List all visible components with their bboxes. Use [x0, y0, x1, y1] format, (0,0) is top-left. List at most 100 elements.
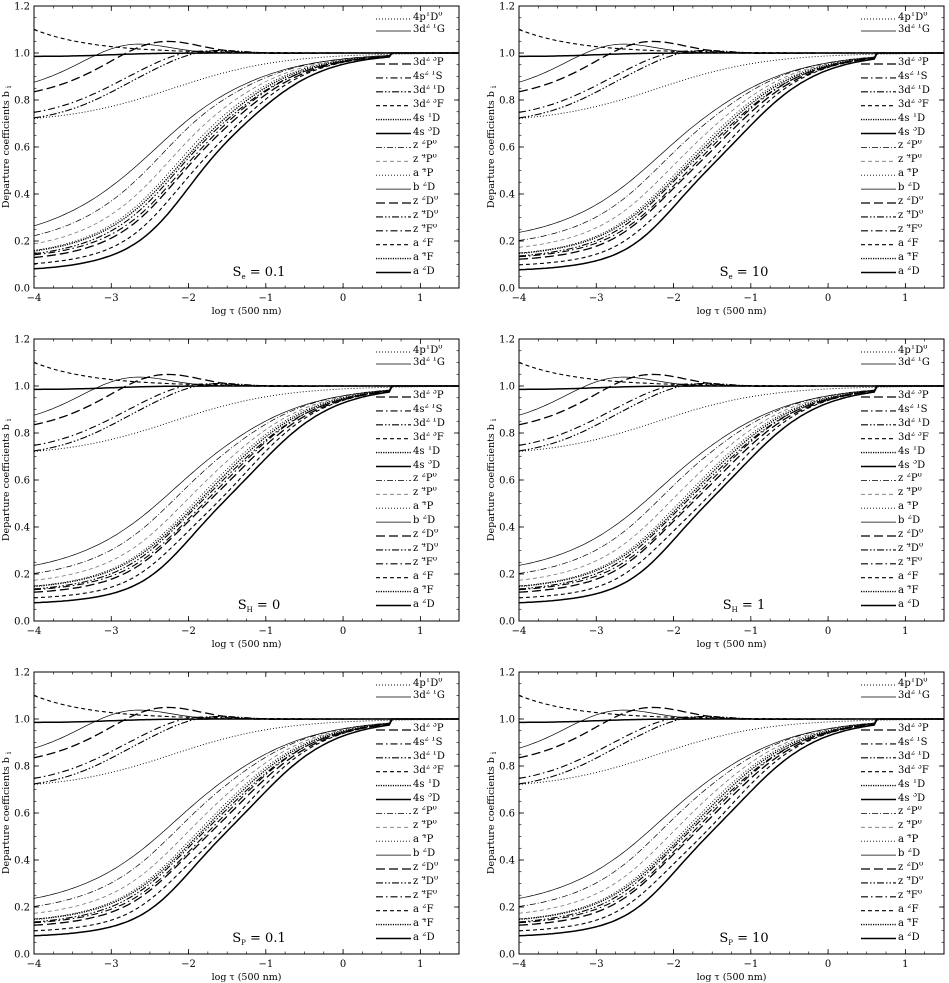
- series-line: [34, 385, 459, 588]
- series-line: [519, 706, 944, 759]
- plot-frame: [33, 5, 460, 289]
- y-tick-label: 0.0: [14, 617, 30, 628]
- legend-entry: a 2D: [898, 932, 920, 943]
- series-line: [519, 52, 944, 248]
- legend-entry: z 2Po: [898, 140, 922, 151]
- series-line: [519, 718, 944, 920]
- legend-entry: b 2D: [898, 182, 920, 193]
- series-line: [34, 385, 459, 599]
- y-tick-label: 1.2: [14, 2, 30, 13]
- y-axis-label: Departure coefficients b i: [1, 418, 13, 541]
- legend-entry: z 4Po: [413, 154, 437, 165]
- x-tick-label: −2: [181, 626, 196, 637]
- series-line: [519, 709, 944, 749]
- x-tick-label: −3: [104, 626, 119, 637]
- y-tick-label: 0.6: [14, 143, 30, 154]
- legend-entry: a 4F: [413, 918, 434, 929]
- legend-entry: 3d2 1G: [898, 357, 930, 368]
- legend-entry: a 2F: [898, 571, 919, 582]
- y-tick-label: 0.2: [14, 237, 30, 248]
- legend-entry: z 4Fo: [413, 890, 437, 901]
- series-line: [519, 52, 944, 257]
- panel-3: −4 −3 −2 −1 0 1 0.0 0.2 0.4 0.6 0.8 1.0 1.2 log τ (50…: [1, 335, 460, 650]
- x-tick-label: −4: [512, 959, 527, 970]
- series-line: [519, 718, 944, 724]
- series-line: [34, 52, 459, 265]
- series-line: [34, 385, 459, 574]
- legend-entry: z 2Do: [413, 196, 438, 207]
- y-tick-label: 1.0: [499, 715, 515, 726]
- series-group: [519, 28, 944, 271]
- series-line: [34, 52, 459, 119]
- legend-entry: 3d2 1D: [413, 418, 445, 429]
- x-tick-label: −2: [666, 959, 681, 970]
- y-tick-label: 0.2: [499, 903, 515, 914]
- legend-entry: 4s 3D: [898, 793, 925, 804]
- legend-entry: 4s 1D: [898, 113, 925, 124]
- legend-entry: 4p1Do: [413, 678, 442, 689]
- legend-entry: a 4P: [898, 168, 918, 179]
- legend-entry: 3d2 1D: [898, 85, 930, 96]
- series-line: [34, 718, 459, 926]
- x-tick-label: −4: [27, 626, 42, 637]
- series-line: [519, 385, 944, 599]
- y-axis-label: Departure coefficients b i: [486, 751, 498, 874]
- x-tick-label: −2: [666, 626, 681, 637]
- legend-entry: 3d2 1G: [413, 24, 445, 35]
- series-line: [519, 718, 944, 923]
- y-tick-label: 1.2: [499, 2, 515, 13]
- panel-6: −4 −3 −2 −1 0 1 0.0 0.2 0.4 0.6 0.8 1.0 1.2 log τ (50…: [486, 668, 945, 983]
- legend-entry: z 4Po: [898, 820, 922, 831]
- x-axis-label: log τ (500 nm): [697, 972, 767, 983]
- legend-entry: b 2D: [898, 848, 920, 859]
- series-line: [519, 52, 944, 255]
- legend-entry: 3d2 1G: [898, 24, 930, 35]
- x-tick-label: −1: [258, 626, 273, 637]
- legend-entry: z 2Po: [413, 806, 437, 817]
- legend-entry: 4s2 1S: [898, 404, 928, 415]
- y-tick-label: 0.2: [14, 903, 30, 914]
- legend-entry: z 2Do: [898, 196, 923, 207]
- x-tick-label: −2: [181, 959, 196, 970]
- series-line: [519, 385, 944, 581]
- legend-entry: 4s 1D: [413, 779, 440, 790]
- panel-2: −4 −3 −2 −1 0 1 0.0 0.2 0.4 0.6 0.8 1.0 1.2 log τ (50…: [486, 2, 945, 317]
- series-line: [34, 385, 459, 391]
- legend-entry: z 4Do: [413, 876, 438, 887]
- series-line: [519, 383, 944, 446]
- series-line: [34, 385, 459, 452]
- legend-entry: a 4F: [898, 918, 919, 929]
- legend-entry: b 2D: [413, 848, 435, 859]
- series-line: [34, 385, 459, 590]
- legend-entry: z 2Do: [413, 529, 438, 540]
- legend-entry: 3d2 3P: [898, 390, 929, 401]
- series-line: [34, 718, 459, 899]
- y-tick-label: 1.2: [14, 335, 30, 346]
- legend-entry: 3d2 3P: [898, 723, 929, 734]
- x-tick-label: −4: [512, 293, 527, 304]
- series-group: [34, 361, 459, 604]
- legend-entry: 4s 1D: [413, 113, 440, 124]
- legend-entry: a 2F: [898, 904, 919, 915]
- y-axis-label: Departure coefficients b i: [1, 85, 13, 208]
- series-line: [519, 52, 944, 266]
- legend-entry: 3d2 1G: [413, 690, 445, 701]
- series-line: [519, 50, 944, 113]
- legend-entry: 4s 3D: [413, 460, 440, 471]
- x-tick-label: −1: [258, 293, 273, 304]
- series-line: [34, 385, 459, 593]
- legend-entry: z 2Do: [898, 529, 923, 540]
- series-line: [519, 52, 944, 58]
- x-axis-label: log τ (500 nm): [697, 639, 767, 650]
- legend-entry: z 4Do: [898, 876, 923, 887]
- legend-entry: 4s 3D: [898, 460, 925, 471]
- legend-entry: 3d2 1G: [413, 357, 445, 368]
- y-tick-label: 0.8: [499, 96, 515, 107]
- legend-entry: z 2Po: [898, 473, 922, 484]
- series-line: [34, 52, 459, 58]
- x-tick-label: 0: [825, 626, 831, 637]
- series-line: [34, 718, 459, 724]
- series-line: [34, 718, 459, 785]
- series-line: [34, 52, 459, 227]
- series-line: [519, 382, 944, 452]
